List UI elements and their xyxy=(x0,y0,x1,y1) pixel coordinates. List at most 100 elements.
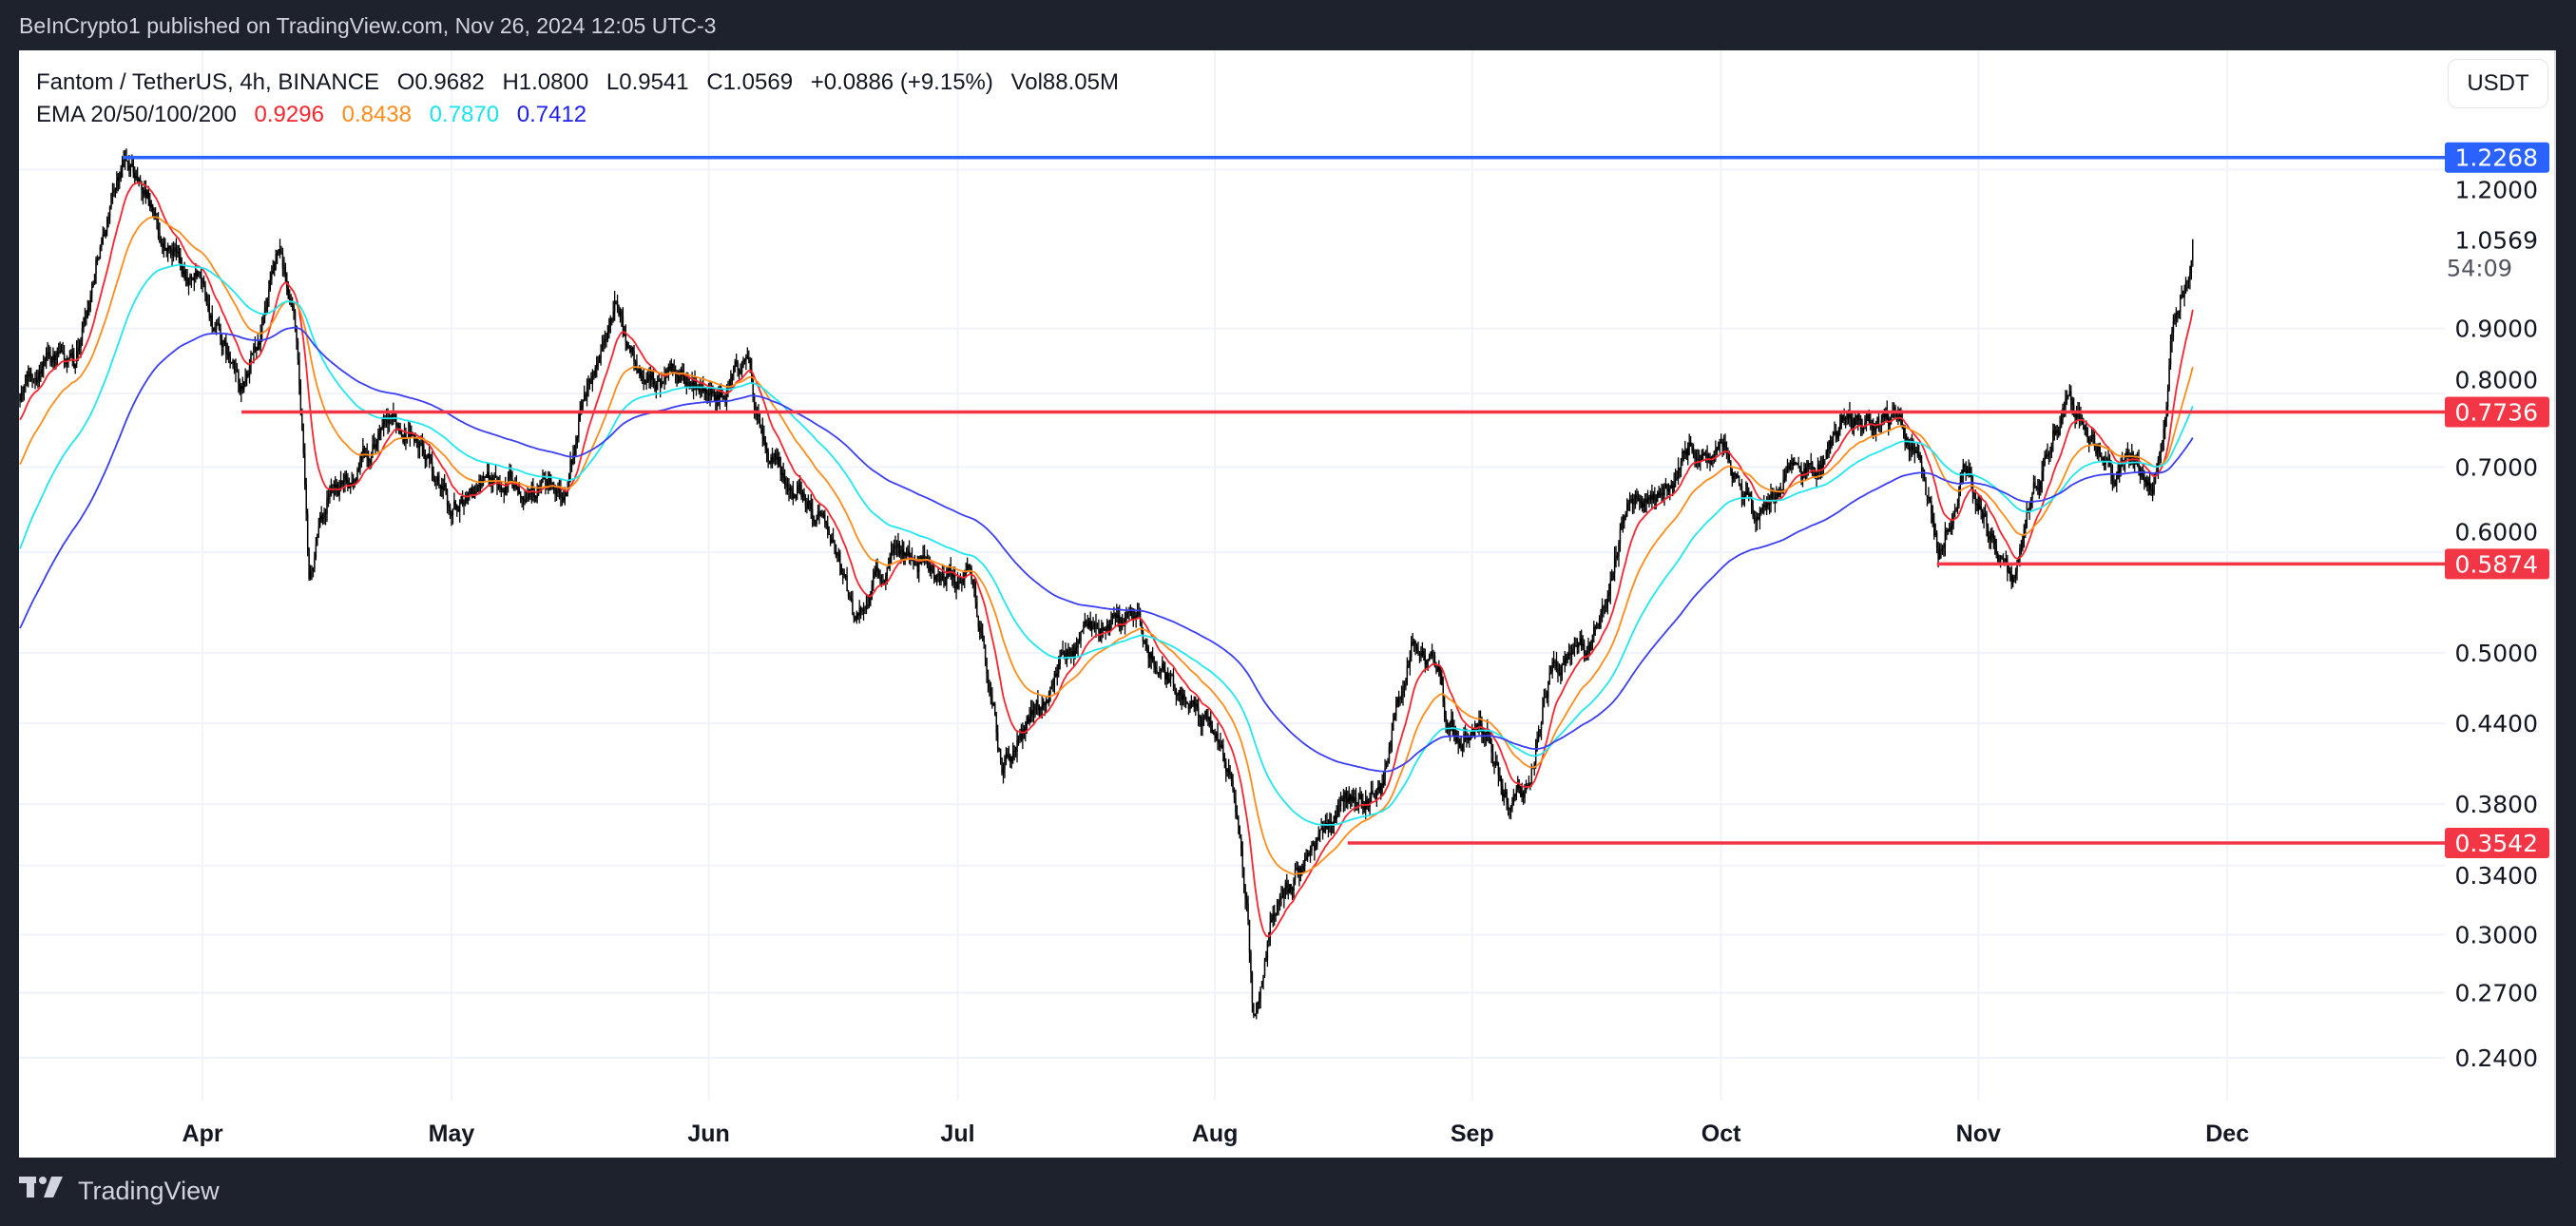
candle-body xyxy=(1608,593,1610,596)
candle-body xyxy=(2121,460,2124,462)
candle-body xyxy=(1104,629,1105,631)
candle-body xyxy=(1543,698,1546,708)
symbol-title[interactable]: Fantom / TetherUS, 4h, BINANCE xyxy=(36,69,380,95)
candle-body xyxy=(1101,627,1103,636)
candle-body xyxy=(1514,794,1516,796)
candle-body xyxy=(369,460,371,464)
candle-body xyxy=(1138,611,1140,613)
candle-body xyxy=(471,488,473,495)
candle-body xyxy=(1136,612,1139,616)
candle-body xyxy=(557,488,559,493)
candle-body xyxy=(482,476,485,486)
candle-body xyxy=(1002,769,1005,774)
candle-body xyxy=(205,296,208,305)
candle-body xyxy=(598,357,601,363)
candle-body xyxy=(785,484,787,486)
candle-body xyxy=(1366,799,1368,805)
candle-body xyxy=(1733,473,1735,479)
candle-body xyxy=(37,379,39,383)
candle-body xyxy=(1901,418,1903,429)
candle-body xyxy=(2126,450,2129,458)
candle-body xyxy=(123,159,125,161)
candle-body xyxy=(1919,454,1921,462)
candle-body xyxy=(759,419,761,428)
candle-body xyxy=(536,488,538,498)
candle-body xyxy=(573,453,576,455)
candle-body xyxy=(1031,710,1033,715)
candle-body xyxy=(1180,690,1182,695)
candle-body xyxy=(1992,533,1994,539)
candle-body xyxy=(1248,920,1251,952)
candle-body xyxy=(2141,472,2143,477)
candle-body xyxy=(276,252,279,255)
candle-body xyxy=(1554,661,1556,663)
chart-panel[interactable]: Apr May Jun Jul Aug Sep Oct Nov Dec 1.2000 0.9000 0… xyxy=(19,50,2556,1158)
candle-body xyxy=(1511,803,1513,808)
candle-body xyxy=(922,555,924,562)
candle-body xyxy=(1689,442,1692,447)
candle-body xyxy=(1549,671,1552,673)
candle-body xyxy=(1794,462,1796,466)
candle-body xyxy=(1861,429,1863,432)
candle-body xyxy=(1515,789,1518,796)
candle-body xyxy=(615,300,617,302)
candle-body xyxy=(1472,728,1474,737)
candle-body xyxy=(446,494,449,506)
candle-body xyxy=(2087,439,2090,442)
candle-body xyxy=(766,449,768,452)
bar-countdown-label: 54:09 xyxy=(2447,255,2512,281)
candle-body xyxy=(1776,496,1778,502)
ema-indicator-label[interactable]: EMA 20/50/100/200 xyxy=(36,102,237,127)
candle-body xyxy=(1587,645,1589,654)
candle-body xyxy=(2124,455,2126,462)
candle-body xyxy=(1697,458,1699,460)
candle-body xyxy=(1853,425,1855,428)
price-chart[interactable]: Apr May Jun Jul Aug Sep Oct Nov Dec 1.2000 0.9000 0… xyxy=(19,50,2556,1158)
footer-brand[interactable]: TradingView xyxy=(19,1175,220,1207)
candle-body xyxy=(1929,497,1932,502)
candle-body xyxy=(63,353,66,361)
candle-body xyxy=(95,259,97,274)
candle-body xyxy=(2149,482,2151,490)
candle-body xyxy=(184,278,187,279)
candle-body xyxy=(1160,668,1163,672)
candle-body xyxy=(1788,466,1790,470)
candle-body xyxy=(1348,795,1350,803)
candle-body xyxy=(581,405,583,410)
candle-body xyxy=(788,488,790,491)
currency-button[interactable]: USDT xyxy=(2448,59,2548,108)
candle-body xyxy=(187,278,190,285)
candle-body xyxy=(272,270,274,275)
candle-body xyxy=(31,374,33,379)
candle-body xyxy=(257,343,259,351)
candle-body xyxy=(655,385,657,391)
candle-body xyxy=(1333,815,1335,827)
candle-body xyxy=(1904,434,1906,445)
candle-body xyxy=(365,452,367,454)
candle-body xyxy=(676,374,678,377)
candle-body xyxy=(1701,455,1702,461)
candle-body xyxy=(287,288,289,299)
candle-body xyxy=(834,540,836,545)
candle-body xyxy=(1412,642,1413,644)
candle-body xyxy=(344,474,346,482)
candle-body xyxy=(1347,797,1349,803)
candle-body xyxy=(341,480,343,485)
candle-body xyxy=(78,347,81,349)
candle-body xyxy=(1734,473,1736,475)
candle-body xyxy=(2068,391,2071,396)
candle-body xyxy=(847,591,850,597)
y-tick-label: 0.2400 xyxy=(2455,1044,2538,1072)
candle-body xyxy=(742,359,744,368)
candle-body xyxy=(809,501,811,504)
candle-body xyxy=(926,557,929,561)
candle-body xyxy=(941,573,944,579)
candle-body xyxy=(1215,733,1218,739)
candle-body xyxy=(818,511,820,516)
candle-body xyxy=(1811,462,1814,468)
candle-body xyxy=(1338,805,1340,807)
candle-body xyxy=(810,503,812,509)
candle-body xyxy=(1682,451,1685,453)
candle-body xyxy=(363,449,365,453)
candle-body xyxy=(1154,666,1157,671)
